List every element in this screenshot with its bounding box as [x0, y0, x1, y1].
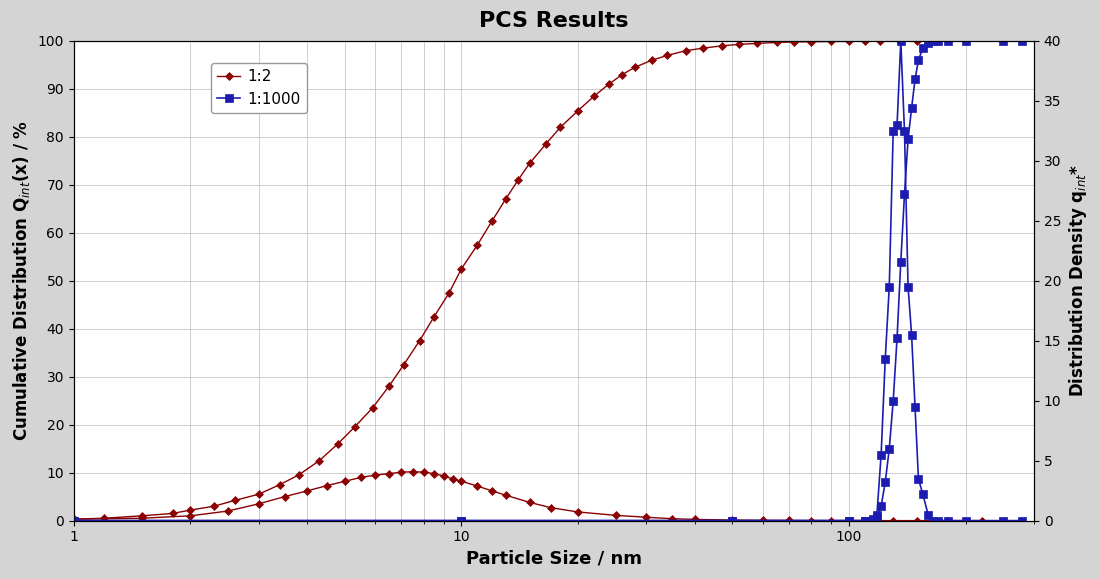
1:1000 [997, 517, 1010, 524]
1:1000 [870, 511, 883, 518]
Title: PCS Results: PCS Results [480, 11, 628, 31]
1:1000 [874, 451, 888, 458]
1:2 [67, 516, 80, 523]
1:1000 [959, 517, 972, 524]
X-axis label: Particle Size / nm: Particle Size / nm [466, 550, 642, 568]
1:1000 [866, 516, 879, 523]
1:1000 [909, 403, 922, 410]
1:2 [397, 361, 410, 368]
1:1000 [916, 491, 930, 498]
Line: 1:1000: 1:1000 [70, 37, 1026, 525]
1:1000 [858, 517, 871, 524]
1:2 [959, 38, 972, 45]
1:2 [412, 338, 426, 345]
Legend: 1:2, 1:1000: 1:2, 1:1000 [211, 63, 307, 113]
1:1000 [912, 475, 925, 482]
1:2 [715, 42, 728, 49]
1:1000 [932, 517, 945, 524]
1:1000 [922, 511, 935, 518]
1:2 [331, 441, 344, 448]
1:1000 [905, 331, 918, 338]
1:1000 [454, 517, 467, 524]
1:1000 [726, 517, 739, 524]
Y-axis label: Distribution Density q$_{int}$*: Distribution Density q$_{int}$* [1067, 164, 1089, 397]
1:1000 [890, 122, 903, 129]
1:1000 [879, 356, 892, 362]
1:1000 [1015, 517, 1028, 524]
1:1000 [882, 283, 895, 290]
Line: 1:2: 1:2 [70, 38, 1006, 522]
1:2 [997, 38, 1010, 45]
1:1000 [942, 517, 955, 524]
1:1000 [894, 38, 908, 45]
Y-axis label: Cumulative Distribution Q$_{int}$(x) / %: Cumulative Distribution Q$_{int}$(x) / % [11, 120, 32, 441]
1:1000 [926, 517, 939, 524]
1:1000 [902, 283, 915, 290]
1:2 [661, 52, 674, 59]
1:2 [911, 38, 924, 45]
1:1000 [67, 517, 80, 524]
1:1000 [887, 127, 900, 134]
1:1000 [898, 127, 911, 134]
1:1000 [843, 517, 856, 524]
